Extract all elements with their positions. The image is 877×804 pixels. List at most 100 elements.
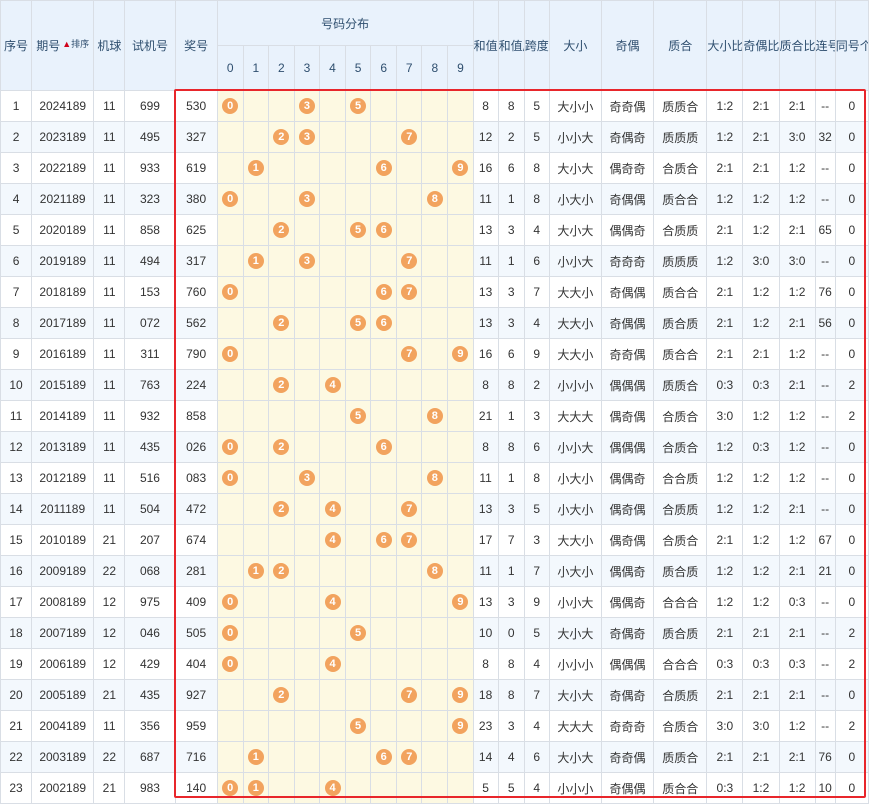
row-size: 小小大 — [548, 431, 602, 463]
table-row: 16 2009189 22 068 281 1 2 8 11 1 7 小大小 偶偶奇 质合质 1:2 1:2 2… — [0, 555, 870, 587]
dist-cell-6 — [370, 338, 398, 370]
dist-cell-8 — [421, 772, 449, 804]
col-period[interactable]: 期号 ▲排序 — [31, 0, 95, 91]
row-parity-ratio: 1:2 — [742, 400, 780, 432]
row-same-count: 0 — [834, 462, 870, 494]
row-sum-tail: 8 — [497, 90, 525, 122]
dist-cell-6 — [370, 245, 398, 277]
row-consecutive: -- — [814, 400, 836, 432]
row-size: 小小大 — [548, 245, 602, 277]
row-consecutive: -- — [814, 648, 836, 680]
row-trial: 435 — [124, 679, 176, 711]
row-parity-ratio: 3:0 — [742, 245, 780, 277]
row-span: 7 — [523, 276, 550, 308]
dist-cell-5 — [345, 493, 372, 525]
table-row: 21 2004189 11 356 959 5 9 23 3 4 大大大 奇奇奇 合质合 3:0 3:0 1:… — [0, 710, 870, 742]
row-same-count: 0 — [834, 90, 870, 122]
row-machine: 11 — [93, 245, 126, 277]
row-trial: 699 — [124, 90, 176, 122]
number-ball: 8 — [426, 470, 443, 486]
row-span: 5 — [523, 493, 550, 525]
number-ball: 7 — [401, 129, 418, 145]
row-prime: 质合合 — [653, 772, 708, 804]
dist-cell-5 — [345, 245, 372, 277]
row-sum: 21 — [472, 400, 499, 432]
dist-cell-0: 0 — [216, 462, 244, 494]
row-seq: 2 — [0, 121, 33, 153]
row-period: 2012189 — [31, 462, 95, 494]
row-sum: 14 — [472, 741, 499, 773]
number-ball: 3 — [298, 191, 315, 207]
row-size: 大小大 — [548, 152, 602, 184]
row-consecutive: 56 — [814, 307, 836, 339]
sort-button[interactable]: ▲排序 — [62, 39, 89, 49]
row-size-ratio: 2:1 — [706, 307, 744, 339]
row-prime-ratio: 1:2 — [778, 152, 816, 184]
row-sum: 13 — [472, 214, 499, 246]
table-row: 17 2008189 12 975 409 0 4 9 13 3 9 小小大 偶偶奇 合合合 1:2 1:2 0… — [0, 586, 870, 618]
row-parity-ratio: 0:3 — [742, 431, 780, 463]
row-sum-tail: 3 — [497, 307, 525, 339]
dist-cell-9: 9 — [447, 338, 474, 370]
digit-header-7: 7 — [396, 45, 423, 91]
number-ball: 3 — [298, 470, 315, 486]
number-ball: 7 — [401, 284, 418, 300]
col-award: 奖号 — [174, 0, 218, 91]
dist-cell-8 — [421, 741, 449, 773]
dist-cell-6 — [370, 648, 398, 680]
dist-cell-5 — [345, 524, 372, 556]
row-span: 8 — [523, 183, 550, 215]
row-size-ratio: 2:1 — [706, 741, 744, 773]
dist-cell-1: 1 — [242, 772, 269, 804]
dist-cell-0 — [216, 245, 244, 277]
row-parity-ratio: 2:1 — [742, 90, 780, 122]
dist-cell-1 — [242, 462, 269, 494]
row-consecutive: -- — [814, 462, 836, 494]
row-sum-tail: 1 — [497, 555, 525, 587]
row-parity-ratio: 2:1 — [742, 338, 780, 370]
dist-cell-9: 9 — [447, 679, 474, 711]
dist-cell-0: 0 — [216, 183, 244, 215]
row-parity-ratio: 1:2 — [742, 524, 780, 556]
row-prime-ratio: 2:1 — [778, 369, 816, 401]
row-seq: 7 — [0, 276, 33, 308]
dist-cell-0 — [216, 307, 244, 339]
number-ball: 0 — [222, 98, 239, 114]
col-prime: 质合 — [653, 0, 708, 91]
dist-cell-7: 7 — [396, 276, 423, 308]
row-seq: 5 — [0, 214, 33, 246]
dist-cell-2: 2 — [267, 679, 295, 711]
row-seq: 18 — [0, 617, 33, 649]
dist-cell-7 — [396, 462, 423, 494]
table-row: 12 2013189 11 435 026 0 2 6 8 8 6 小小大 偶偶偶 合质合 1:2 0:3 1:… — [0, 431, 870, 463]
row-award: 625 — [174, 214, 218, 246]
row-period: 2013189 — [31, 431, 95, 463]
row-seq: 12 — [0, 431, 33, 463]
row-same-count: 2 — [834, 648, 870, 680]
dist-cell-1: 1 — [242, 152, 269, 184]
number-ball: 6 — [375, 160, 392, 176]
row-sum-tail: 1 — [497, 183, 525, 215]
row-span: 2 — [523, 369, 550, 401]
number-ball: 8 — [426, 191, 443, 207]
row-prime-ratio: 1:2 — [778, 710, 816, 742]
col-parity-ratio: 奇偶比 — [742, 0, 780, 91]
dist-cell-1 — [242, 524, 269, 556]
table-row: 8 2017189 11 072 562 2 5 6 13 3 4 大大小 奇偶偶 质合质 2:1 1:2 2:… — [0, 307, 870, 339]
row-size: 大小大 — [548, 214, 602, 246]
row-sum: 8 — [472, 431, 499, 463]
row-parity: 奇奇偶 — [600, 90, 655, 122]
row-period: 2008189 — [31, 586, 95, 618]
row-award: 224 — [174, 369, 218, 401]
number-ball: 5 — [350, 408, 367, 424]
row-seq: 21 — [0, 710, 33, 742]
dist-cell-7: 7 — [396, 679, 423, 711]
dist-cell-9: 9 — [447, 710, 474, 742]
dist-cell-2 — [267, 400, 295, 432]
digit-header-5: 5 — [345, 45, 372, 91]
dist-cell-6 — [370, 400, 398, 432]
row-span: 6 — [523, 741, 550, 773]
row-sum: 13 — [472, 493, 499, 525]
table-row: 18 2007189 12 046 505 0 5 10 0 5 大小大 奇偶奇 质合质 2:1 2:1 2:… — [0, 617, 870, 649]
